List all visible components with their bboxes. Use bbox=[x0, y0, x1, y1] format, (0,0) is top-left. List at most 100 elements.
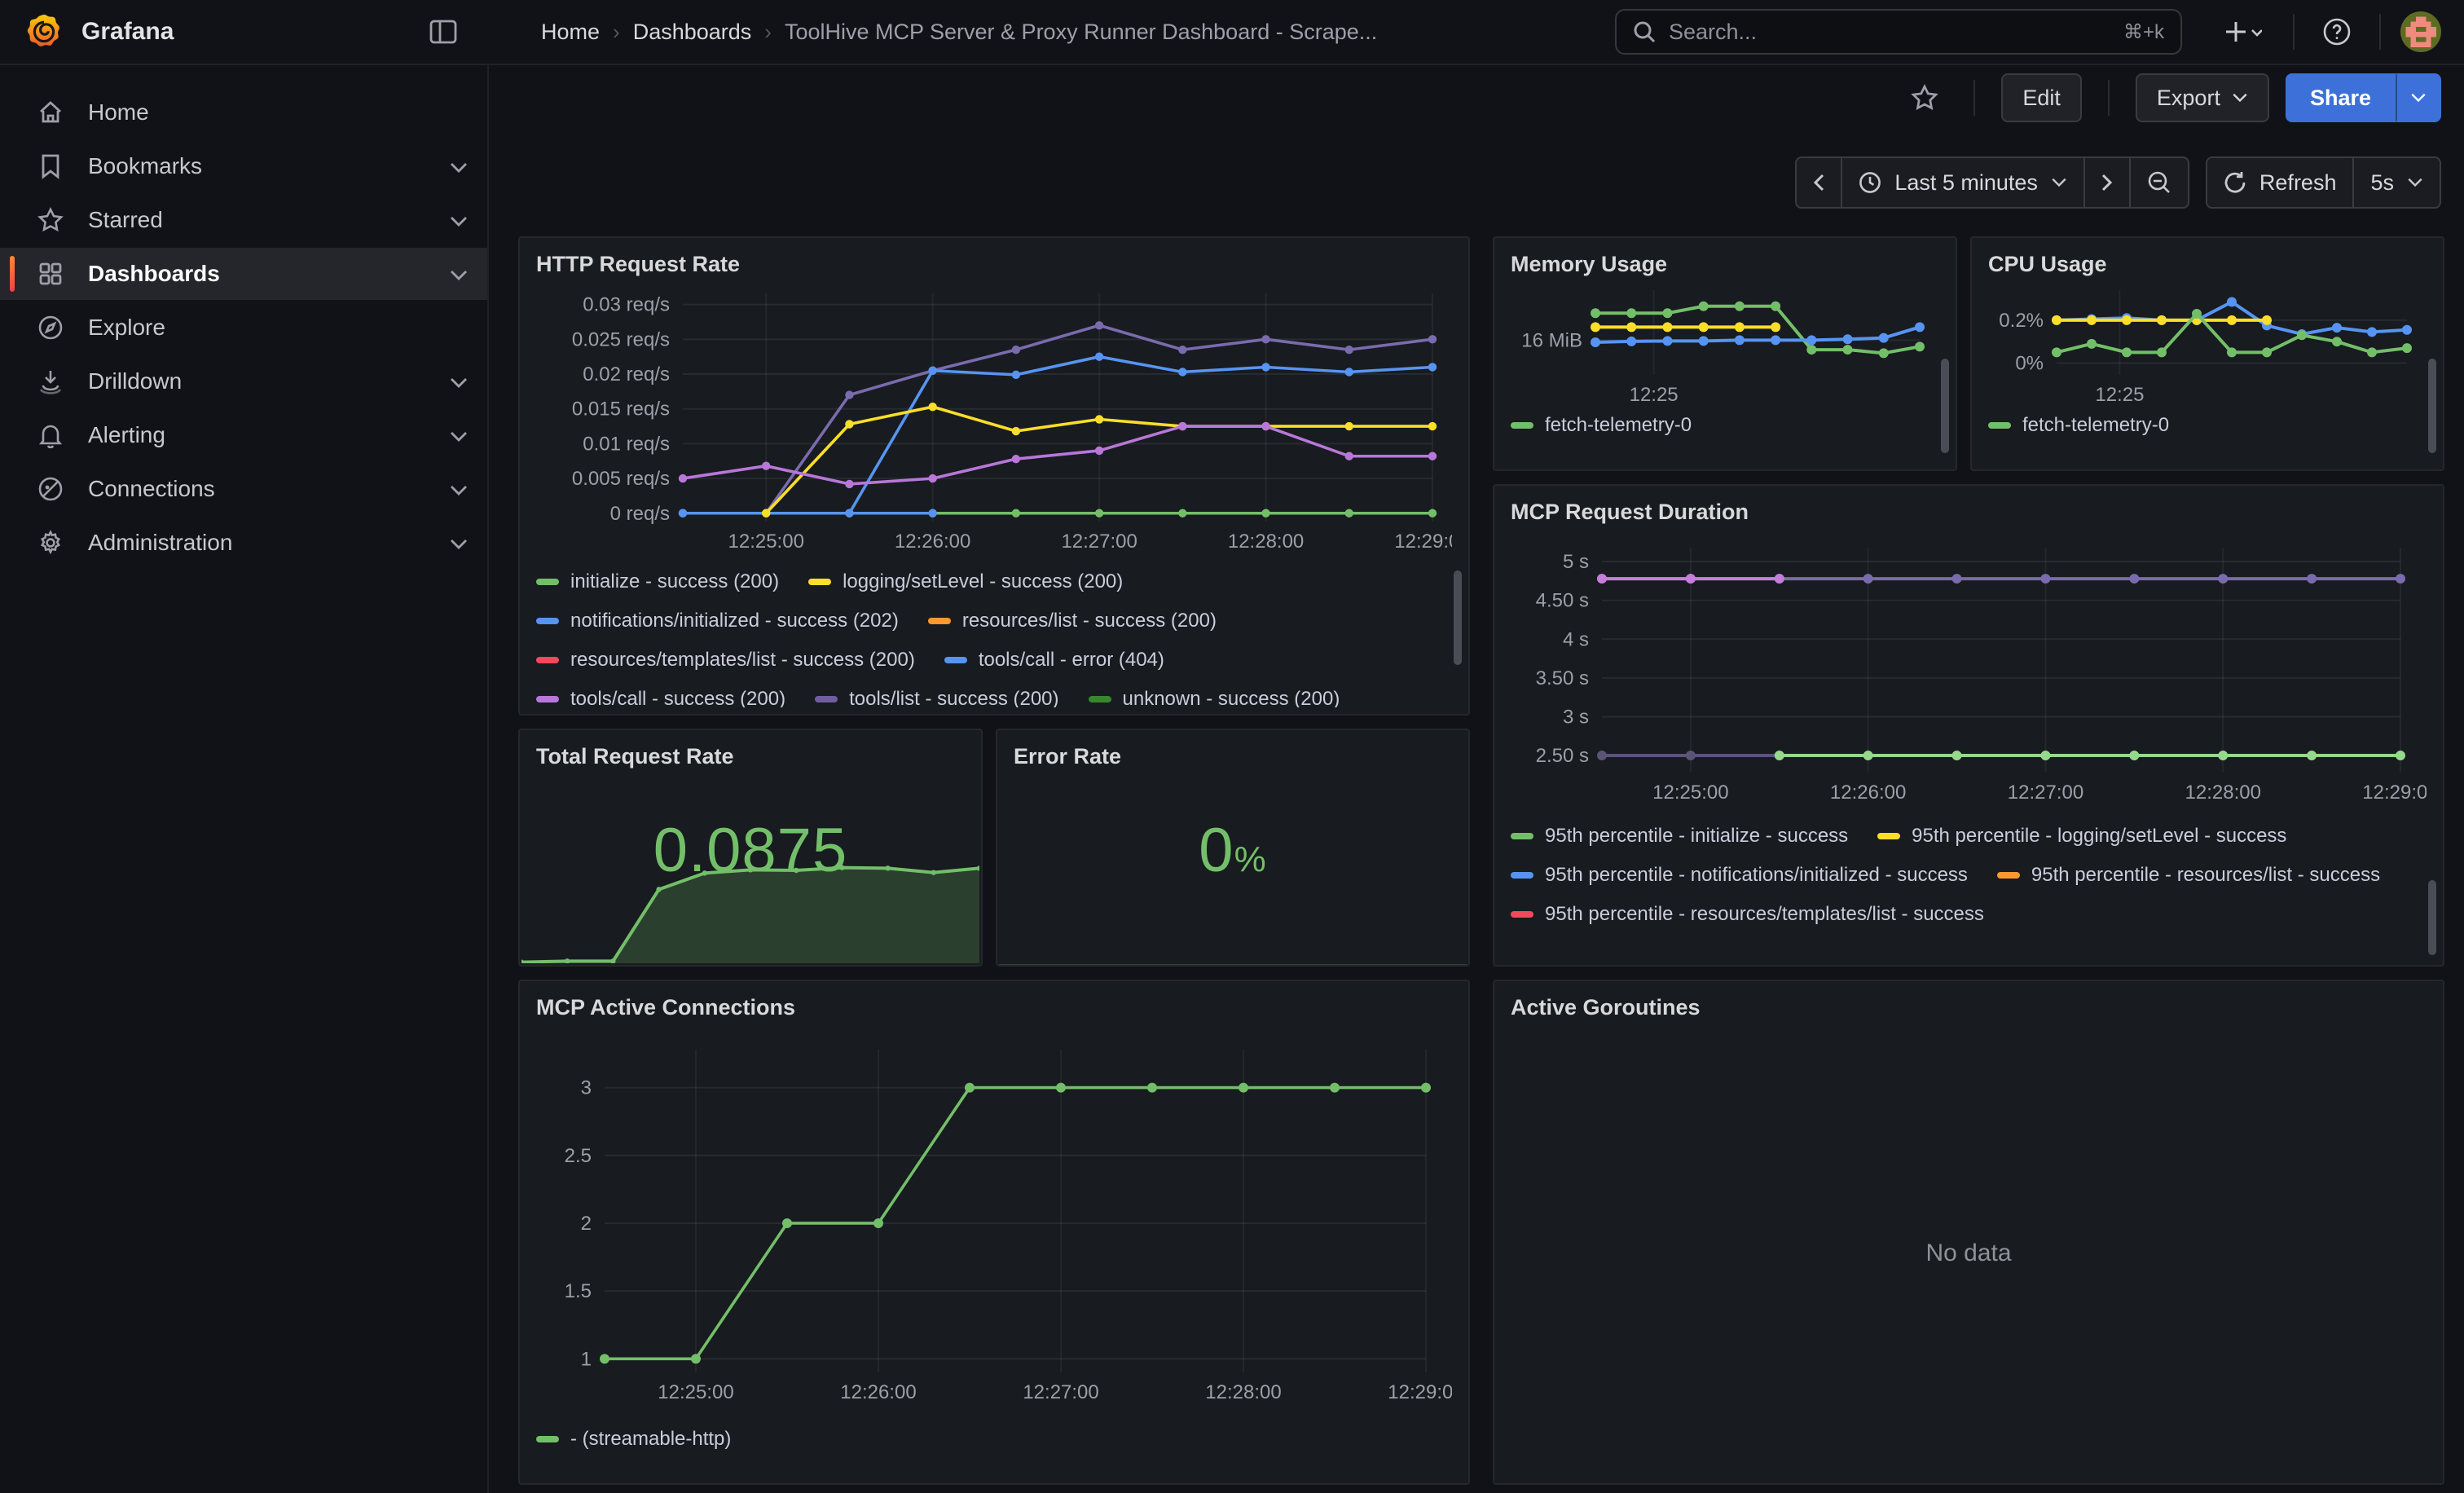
panel-title[interactable]: MCP Active Connections bbox=[536, 995, 796, 1020]
sidebar-item-dashboards[interactable]: Dashboards bbox=[0, 248, 487, 300]
panel-title[interactable]: CPU Usage bbox=[1988, 252, 2107, 276]
edit-button[interactable]: Edit bbox=[2001, 73, 2082, 122]
legend-item[interactable]: tools/list - success (200) bbox=[815, 688, 1059, 707]
export-button[interactable]: Export bbox=[2135, 73, 2269, 122]
http-legend: initialize - success (200) logging/setLev… bbox=[536, 570, 1452, 707]
legend-item[interactable]: 95th percentile - resources/templates/li… bbox=[1511, 903, 1984, 926]
sidebar-item-explore[interactable]: Explore bbox=[0, 302, 487, 354]
grafana-logo-icon[interactable] bbox=[23, 11, 65, 53]
http-request-rate-chart[interactable]: 0 req/s 0.005 req/s 0.01 req/s 0.015 req/s 0… bbox=[536, 280, 1468, 561]
legend-item[interactable]: fetch-telemetry-0 bbox=[1511, 414, 1692, 437]
sidebar-item-home[interactable]: Home bbox=[0, 86, 487, 139]
panel-title[interactable]: Total Request Rate bbox=[536, 744, 734, 769]
mcp-request-duration-chart[interactable]: 5 s 4.50 s 4 s 3.50 s 3 s 2.50 s 12:25:00 12:26… bbox=[1511, 528, 2439, 815]
legend-swatch bbox=[1511, 422, 1533, 429]
panel-total-request-rate: Total Request Rate 0.0875 bbox=[518, 729, 983, 967]
chevron-down-icon[interactable] bbox=[450, 262, 468, 287]
legend-item[interactable]: logging/setLevel - success (200) bbox=[808, 570, 1123, 593]
panel-title[interactable]: Error Rate bbox=[1014, 744, 1122, 769]
time-forward-button[interactable] bbox=[2083, 158, 2129, 207]
stat-value: 0.0875 bbox=[653, 816, 848, 885]
legend-item[interactable]: resources/list - success (200) bbox=[927, 610, 1217, 632]
zoom-out-icon bbox=[2148, 171, 2170, 193]
help-icon[interactable] bbox=[2314, 9, 2360, 55]
add-new-button[interactable] bbox=[2211, 9, 2273, 55]
error-rate-sparkline[interactable] bbox=[998, 947, 1467, 965]
legend-item[interactable]: 95th percentile - logging/setLevel - suc… bbox=[1877, 825, 2286, 848]
svg-text:12:25: 12:25 bbox=[1630, 384, 1679, 404]
svg-text:0.02 req/s: 0.02 req/s bbox=[583, 363, 670, 385]
svg-text:0.2%: 0.2% bbox=[1999, 310, 2044, 332]
svg-text:12:27:00: 12:27:00 bbox=[1023, 1381, 1098, 1403]
svg-text:0.005 req/s: 0.005 req/s bbox=[572, 468, 670, 490]
sidebar-toggle-icon[interactable] bbox=[420, 9, 466, 55]
memory-usage-chart[interactable]: 16 MiB 12:25 bbox=[1511, 280, 1939, 406]
sidebar-item-label: Starred bbox=[88, 207, 163, 232]
sidebar-item-drilldown[interactable]: Drilldown bbox=[0, 355, 487, 407]
legend-item[interactable]: notifications/initialized - success (202… bbox=[536, 610, 899, 632]
legend-item[interactable]: tools/call - error (404) bbox=[944, 649, 1164, 672]
panel-title[interactable]: Memory Usage bbox=[1511, 252, 1668, 276]
svg-text:12:27:00: 12:27:00 bbox=[1061, 531, 1137, 553]
share-menu-button[interactable] bbox=[2396, 73, 2441, 122]
legend-item[interactable]: 95th percentile - resources/list - succe… bbox=[1996, 864, 2380, 887]
legend-item[interactable]: resources/templates/list - success (200) bbox=[536, 649, 915, 672]
refresh-button[interactable]: Refresh bbox=[2207, 158, 2353, 207]
mcp-active-connections-chart[interactable]: 3 2.5 2 1.5 1 12:25:00 12:26:00 12:27:00 12:28:0… bbox=[536, 1024, 1464, 1418]
stat-value: 0% bbox=[1199, 816, 1267, 885]
chevron-down-icon[interactable] bbox=[450, 208, 468, 233]
breadcrumb-dashboards[interactable]: Dashboards bbox=[632, 19, 752, 44]
svg-text:1.5: 1.5 bbox=[565, 1280, 592, 1302]
panel-scrollbar[interactable] bbox=[1941, 359, 1949, 453]
legend-item[interactable]: - (streamable-http) bbox=[536, 1428, 731, 1451]
legend-item[interactable]: unknown - success (200) bbox=[1088, 688, 1340, 707]
time-back-button[interactable] bbox=[1797, 158, 1841, 207]
memory-legend: fetch-telemetry-0 bbox=[1511, 414, 1939, 456]
total-request-rate-sparkline[interactable] bbox=[520, 849, 981, 965]
svg-text:12:26:00: 12:26:00 bbox=[895, 531, 970, 553]
favorite-star-icon[interactable] bbox=[1902, 75, 1947, 121]
share-button[interactable]: Share bbox=[2285, 73, 2396, 122]
dashboard-canvas: HTTP Request Rate 0 req/s 0.005 req/s 0.01… bbox=[489, 0, 2464, 1493]
panel-scrollbar[interactable] bbox=[2428, 359, 2436, 453]
chevron-down-icon[interactable] bbox=[450, 477, 468, 502]
panel-title[interactable]: HTTP Request Rate bbox=[536, 252, 741, 276]
legend-item[interactable]: 95th percentile - initialize - success bbox=[1511, 825, 1848, 848]
svg-text:12:29:00: 12:29:00 bbox=[1394, 531, 1452, 553]
legend-item[interactable]: initialize - success (200) bbox=[536, 570, 779, 593]
chevron-down-icon[interactable] bbox=[450, 423, 468, 448]
legend-scrollbar[interactable] bbox=[1454, 570, 1462, 665]
panel-mcp-active-connections: MCP Active Connections 3 2.5 2 1.5 1 12:25:00… bbox=[518, 980, 1470, 1485]
zoom-out-button[interactable] bbox=[2128, 158, 2188, 207]
sidebar-item-connections[interactable]: Connections bbox=[0, 463, 487, 515]
refresh-interval-picker[interactable]: 5s bbox=[2352, 158, 2440, 207]
chevron-down-icon[interactable] bbox=[450, 531, 468, 556]
sidebar-item-administration[interactable]: Administration bbox=[0, 517, 487, 569]
panel-cpu-usage: CPU Usage 0.2% 0% 12:25 fetch-telemetry-0 bbox=[1970, 236, 2444, 471]
panel-title[interactable]: Active Goroutines bbox=[1511, 995, 1701, 1020]
panel-title[interactable]: MCP Request Duration bbox=[1511, 500, 1749, 524]
legend-item[interactable]: fetch-telemetry-0 bbox=[1988, 414, 2169, 437]
chevron-down-icon bbox=[2411, 93, 2426, 103]
chevron-down-icon[interactable] bbox=[450, 154, 468, 179]
breadcrumb-home[interactable]: Home bbox=[541, 19, 601, 44]
legend-scrollbar[interactable] bbox=[2428, 880, 2436, 955]
gear-icon bbox=[36, 530, 65, 556]
sidebar-item-bookmarks[interactable]: Bookmarks bbox=[0, 140, 487, 192]
search-icon bbox=[1633, 20, 1656, 43]
user-avatar[interactable] bbox=[2400, 11, 2441, 52]
duration-legend: 95th percentile - initialize - success 95… bbox=[1511, 825, 2427, 955]
cpu-usage-chart[interactable]: 0.2% 0% 12:25 bbox=[1988, 280, 2427, 406]
legend-item[interactable]: tools/call - success (200) bbox=[536, 688, 785, 707]
sidebar-item-starred[interactable]: Starred bbox=[0, 194, 487, 246]
chevron-down-icon bbox=[2408, 178, 2422, 187]
legend-item[interactable]: 95th percentile - notifications/initiali… bbox=[1511, 864, 1968, 887]
sidebar-item-label: Explore bbox=[88, 315, 165, 340]
sidebar-item-alerting[interactable]: Alerting bbox=[0, 409, 487, 461]
breadcrumb-current: ToolHive MCP Server & Proxy Runner Dashb… bbox=[784, 19, 1378, 44]
brand: Grafana bbox=[0, 0, 489, 64]
chevron-down-icon[interactable] bbox=[450, 369, 468, 394]
time-range-picker[interactable]: Last 5 minutes bbox=[1841, 158, 2083, 207]
svg-text:4.50 s: 4.50 s bbox=[1536, 590, 1589, 612]
search-input[interactable]: Search... ⌘+k bbox=[1615, 9, 2182, 55]
